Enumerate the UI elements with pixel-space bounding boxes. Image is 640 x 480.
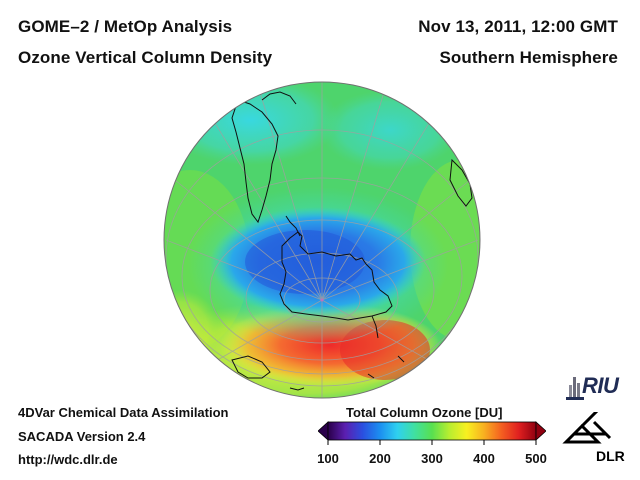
colorbar-bar — [327, 421, 537, 441]
colorbar-tick-label: 300 — [421, 451, 443, 466]
analysis-title: GOME–2 / MetOp Analysis — [18, 17, 233, 36]
riu-tower-icon — [566, 377, 584, 400]
dlr-logo-icon — [562, 412, 612, 444]
method-label: 4DVar Chemical Data Assimilation — [18, 405, 229, 420]
south-america-outline — [231, 99, 279, 224]
colorbar-ticks — [327, 440, 537, 445]
graticule — [165, 82, 479, 398]
antarctica-outline — [279, 231, 393, 321]
australia-outline — [231, 355, 271, 379]
quantity-title: Ozone Vertical Column Density — [18, 48, 273, 67]
colorbar — [318, 421, 546, 445]
riu-logo: RIU — [566, 373, 626, 403]
coastlines — [191, 91, 473, 391]
colorbar-min-arrow — [318, 421, 329, 441]
globe-outline — [163, 81, 481, 399]
africa-outline — [449, 158, 473, 207]
dlr-logo-text: DLR — [596, 448, 625, 464]
riu-logo-text: RIU — [582, 373, 619, 398]
website-link[interactable]: http://wdc.dlr.de — [18, 452, 118, 467]
colorbar-max-arrow — [535, 421, 546, 441]
colorbar-tick-label: 200 — [369, 451, 391, 466]
colorbar-tick-label: 100 — [317, 451, 339, 466]
date-time-label: Nov 13, 2011, 12:00 GMT — [418, 17, 618, 36]
ozone-field — [164, 82, 480, 398]
colorbar-title: Total Column Ozone [DU] — [346, 405, 503, 420]
colorbar-tick-label: 500 — [525, 451, 547, 466]
colorbar-tick-label: 400 — [473, 451, 495, 466]
version-label: SACADA Version 2.4 — [18, 429, 146, 444]
hemisphere-label: Southern Hemisphere — [439, 48, 618, 67]
south-pole-marker — [320, 298, 324, 302]
